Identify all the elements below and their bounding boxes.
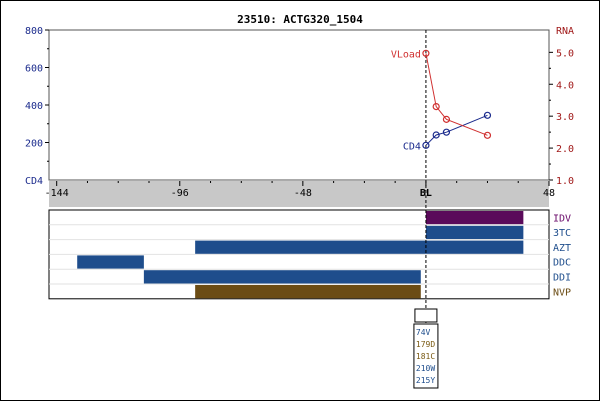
series-line-cd4 <box>425 114 488 146</box>
x-axis-tick-label: BL <box>420 188 432 199</box>
drug-label-azt: AZT <box>553 243 571 254</box>
x-axis-tick-label: -144 <box>45 188 69 199</box>
mutation-label: 215Y <box>416 376 435 385</box>
drug-bar-ddi <box>143 270 421 284</box>
data-point-cd4 <box>483 111 492 119</box>
x-axis-tick-label: 48 <box>543 188 555 199</box>
left-axis-tick-label: 800 <box>25 26 43 37</box>
mutation-label: 210W <box>416 364 435 373</box>
drug-bar-idv <box>425 211 524 225</box>
data-point-vload <box>422 49 430 57</box>
left-axis-label: CD4 <box>25 176 43 187</box>
drug-label-nvp: NVP <box>553 287 571 298</box>
right-axis-label: RNA <box>556 26 574 37</box>
right-axis-tick-label: 3.0 <box>556 112 574 123</box>
right-axis-tick-label: 2.0 <box>556 144 574 155</box>
left-axis-tick-label: 600 <box>25 64 43 75</box>
mutation-list-box <box>413 323 439 389</box>
right-axis-tick-label: 4.0 <box>556 80 574 91</box>
mutation-label: 74V <box>416 328 431 337</box>
drug-bar-azt <box>195 240 524 254</box>
data-point-cd4 <box>442 128 451 136</box>
data-point-vload <box>432 102 440 111</box>
data-point-vload <box>442 115 451 123</box>
series-label-cd4: CD4 <box>403 141 421 152</box>
drug-label-idv: IDV <box>553 213 571 224</box>
data-point-cd4 <box>422 141 430 149</box>
data-point-vload <box>483 131 492 139</box>
drug-label-ddi: DDI <box>553 273 571 284</box>
series-label-vload: VLoad <box>391 49 421 60</box>
drug-bar-3tc <box>425 225 524 240</box>
right-axis-tick-label: 5.0 <box>556 48 574 59</box>
right-axis-tick-label: 1.0 <box>556 176 574 187</box>
x-axis-tick-label: -96 <box>171 188 189 199</box>
series-line-vload <box>425 53 488 136</box>
left-axis-tick-label: 200 <box>25 139 43 150</box>
data-point-cd4 <box>432 131 440 139</box>
drug-bar-nvp <box>195 285 421 299</box>
drug-bar-ddc <box>77 255 144 269</box>
plot-area <box>48 29 550 181</box>
left-axis-tick-label: 400 <box>25 101 43 112</box>
drug-label-3tc: 3TC <box>553 228 571 239</box>
chart-title: 23510: ACTG320_1504 <box>237 13 363 26</box>
mutation-label: 179D <box>416 340 435 349</box>
drug-label-ddc: DDC <box>553 258 571 269</box>
x-axis-band <box>49 181 549 207</box>
x-axis-tick-label: -48 <box>294 188 312 199</box>
mutation-label: 181C <box>416 352 435 361</box>
mutation-marker-box <box>414 308 438 323</box>
